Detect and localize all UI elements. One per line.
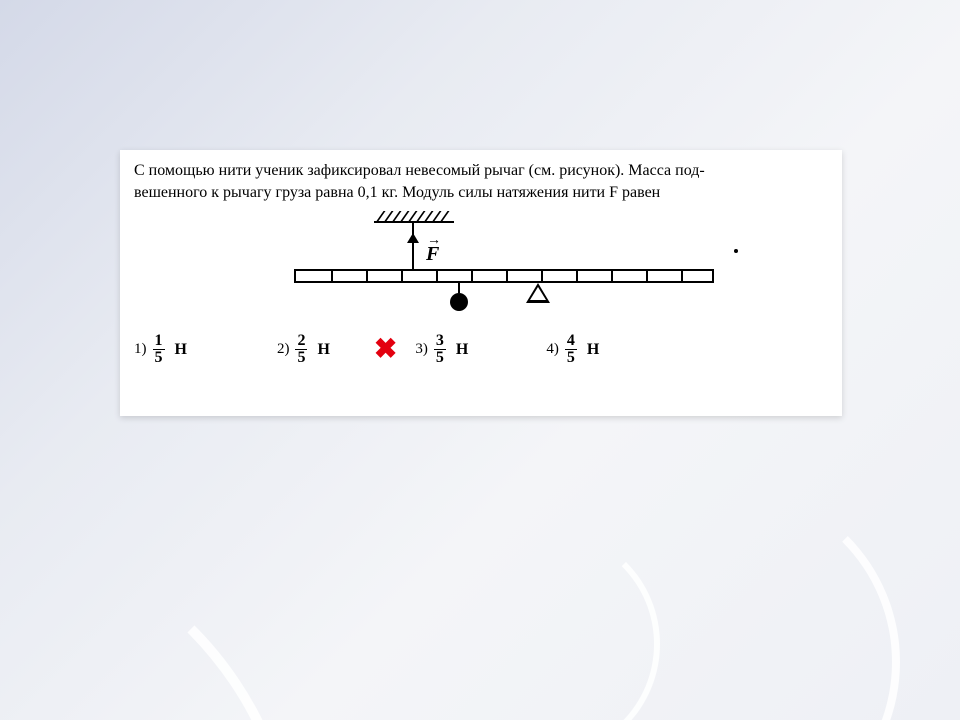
pivot-fulcrum-icon [526, 283, 550, 303]
answer-option-4[interactable]: 4) 45 Н [546, 333, 599, 366]
question-line: С помощью нити ученик зафиксировал невес… [134, 162, 705, 179]
answer-option-2[interactable]: 2) 25 Н [277, 333, 330, 366]
force-label: →F [426, 243, 439, 266]
bg-swirl [0, 520, 300, 720]
hanging-weight [450, 283, 468, 311]
question-line: вешенного к рычагу груза равна 0,1 кг. М… [134, 184, 660, 201]
answer-option-3[interactable]: 3) 35 Н [415, 333, 468, 366]
problem-card: С помощью нити ученик зафиксировал невес… [120, 150, 842, 416]
answer-row: 1) 15 Н 2) 25 Н ✖ 3) 35 Н 4) 45 Н [134, 333, 828, 366]
wrong-mark-icon: ✖ [374, 336, 397, 364]
ceiling-hatch [374, 211, 454, 223]
lever-diagram: →F [134, 209, 828, 329]
slide-background: С помощью нити ученик зафиксировал невес… [0, 0, 960, 720]
answer-option-1[interactable]: 1) 15 Н [134, 333, 187, 366]
stray-dot [734, 249, 738, 253]
question-text: С помощью нити ученик зафиксировал невес… [134, 160, 828, 203]
thread [412, 223, 414, 269]
lever-bar [294, 269, 714, 283]
force-arrow-icon [407, 233, 419, 243]
